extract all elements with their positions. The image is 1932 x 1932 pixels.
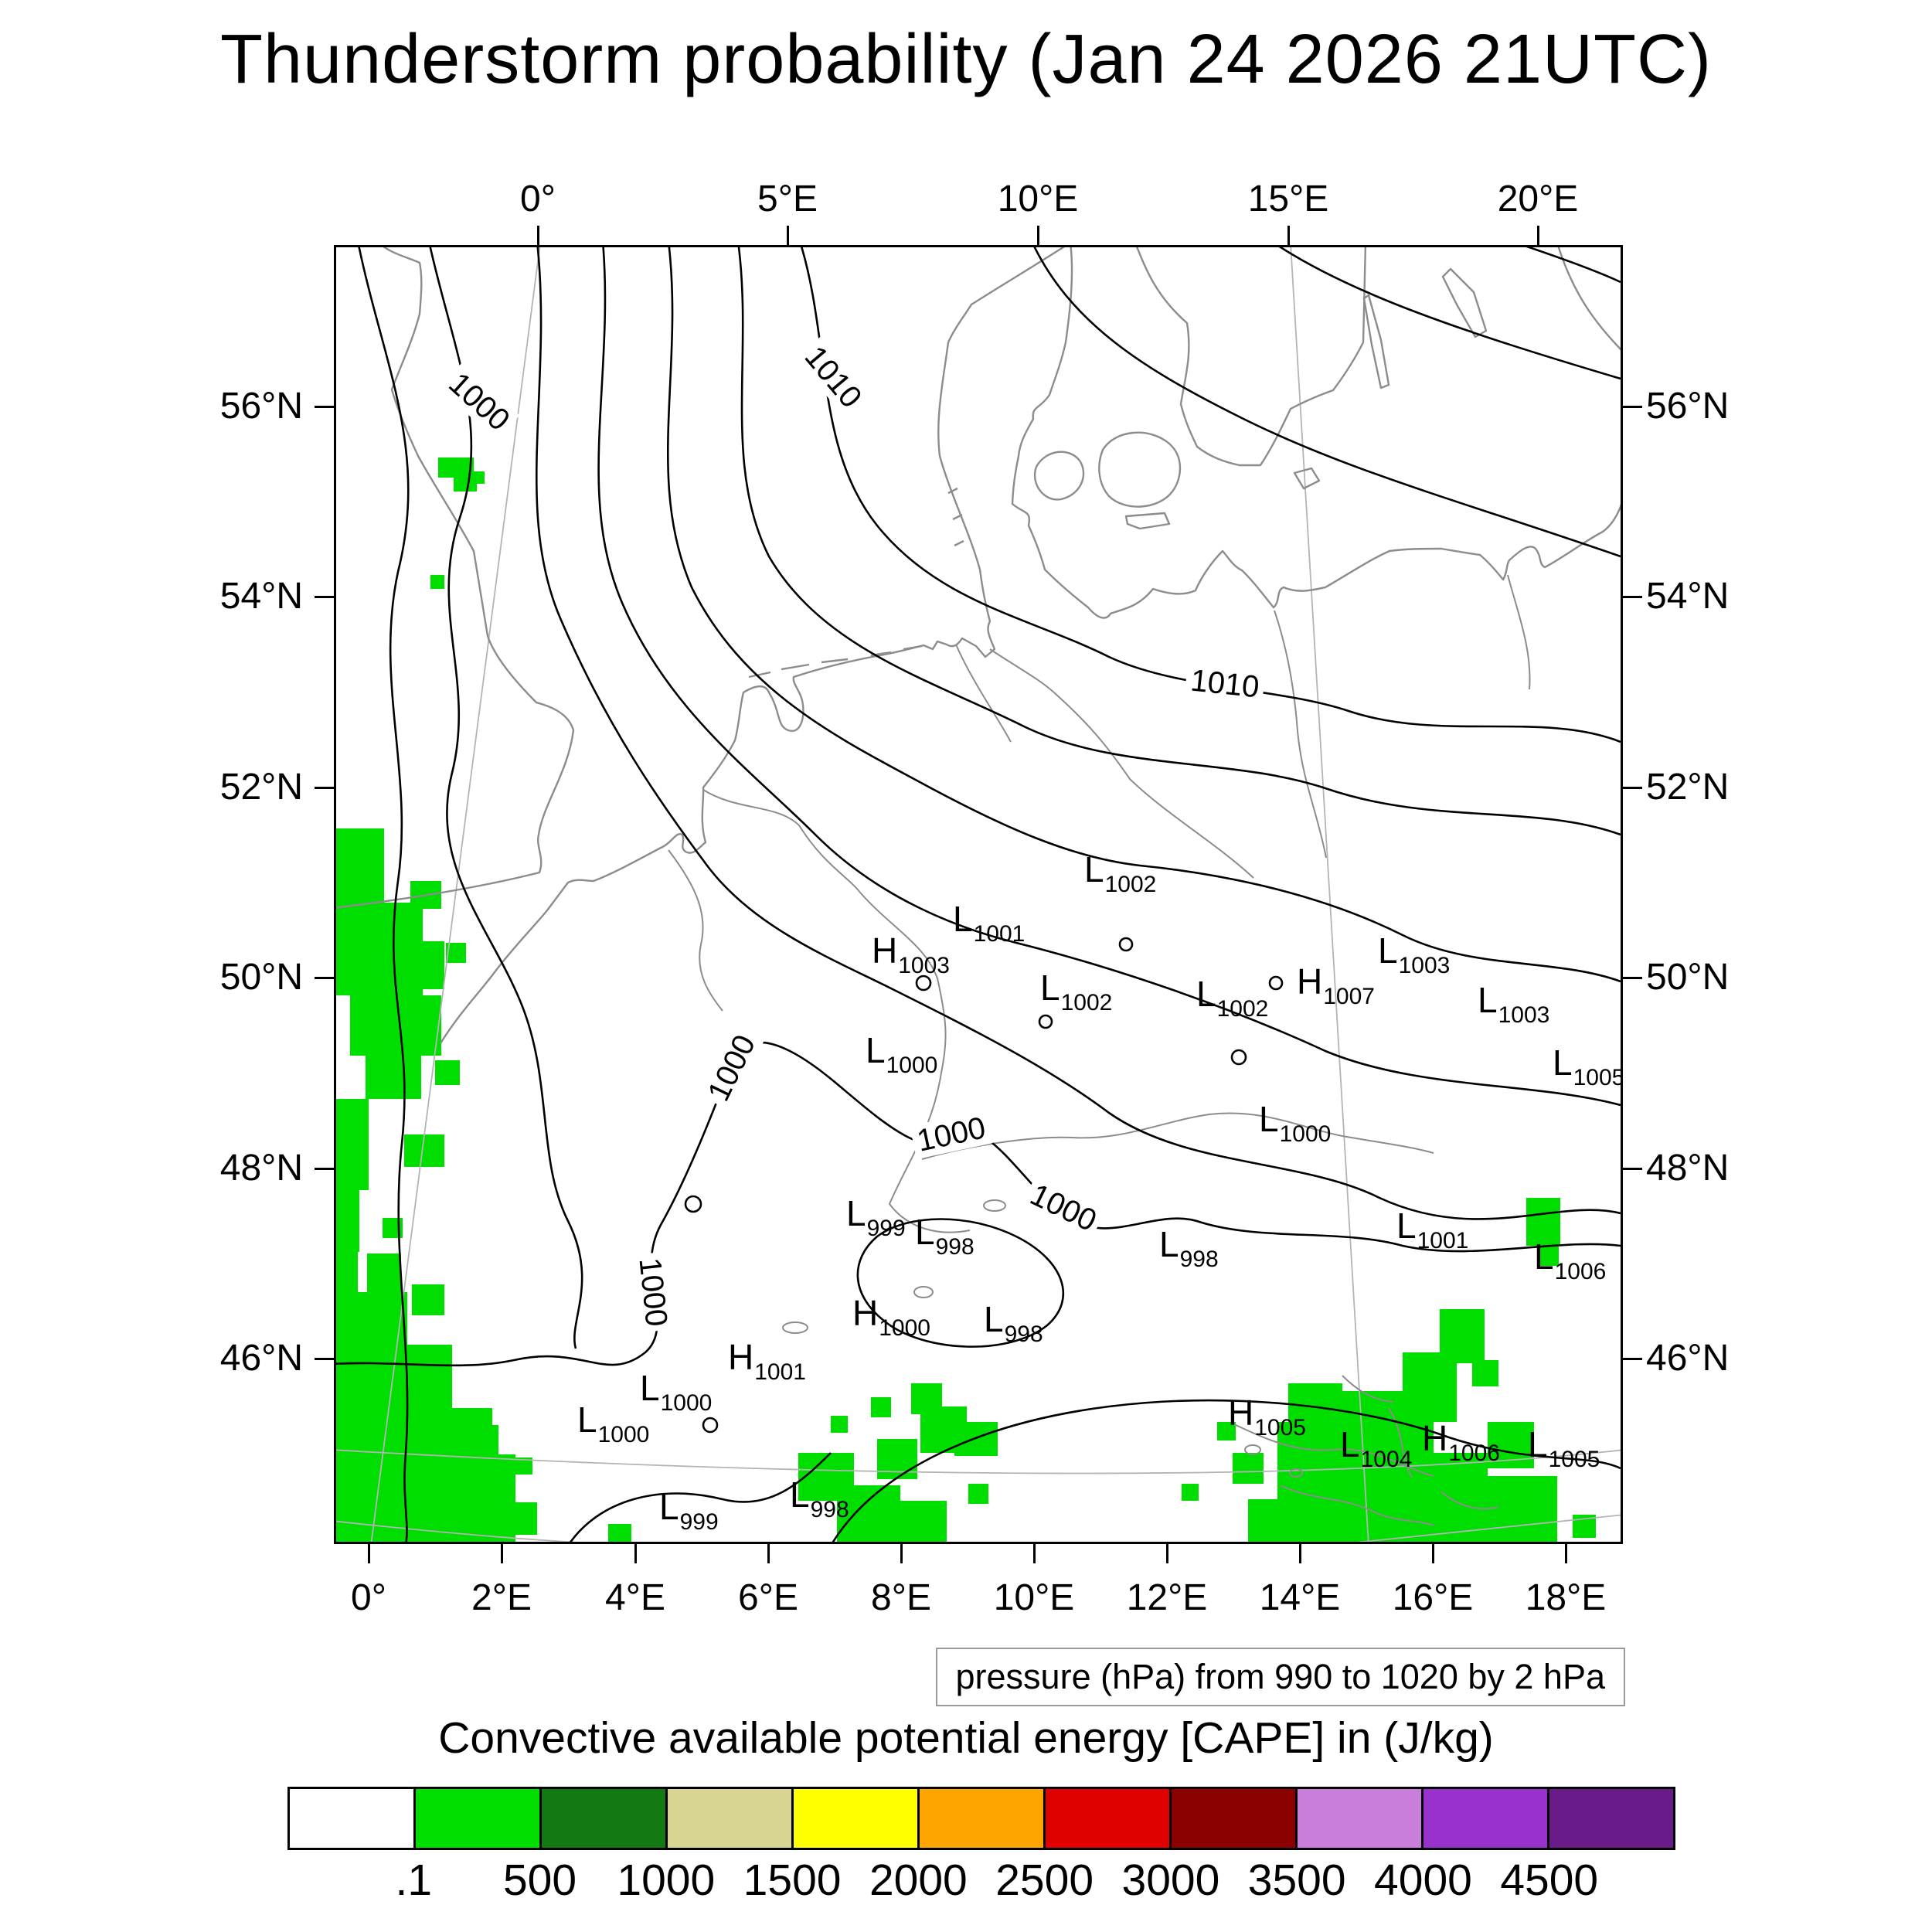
lon-label-top: 15°E — [1247, 179, 1329, 219]
lat-label-left: 50°N — [219, 957, 303, 998]
axis-tick — [1623, 406, 1642, 408]
lon-label-bottom: 16°E — [1392, 1577, 1474, 1618]
axis-tick — [315, 977, 334, 979]
lon-label-top: 0° — [520, 179, 556, 219]
graticule — [336, 247, 1621, 1542]
colorbar-cell — [1423, 1789, 1549, 1848]
lon-label-bottom: 18°E — [1525, 1577, 1607, 1618]
axis-tick — [1623, 787, 1642, 789]
colorbar-cell — [1298, 1789, 1423, 1848]
map-frame: 1000 1010 1010 1000 1000 1000 1000 L1002 L1001 H… — [334, 245, 1623, 1544]
colorbar-labels: .1 500 1000 1500 2000 2500 3000 3500 4000 4500 — [287, 1855, 1675, 1909]
axis-tick — [1037, 226, 1039, 245]
lon-label-bottom: 8°E — [871, 1577, 931, 1618]
axis-tick — [315, 787, 334, 789]
colorbar-tick-label: 4500 — [1500, 1855, 1599, 1905]
axis-tick — [1565, 1544, 1567, 1563]
axis-tick — [315, 1358, 334, 1360]
lat-label-right: 54°N — [1646, 576, 1730, 617]
lon-label-top: 10°E — [997, 179, 1079, 219]
colorbar-tick-label: 1500 — [743, 1855, 842, 1905]
colorbar-cell — [794, 1789, 920, 1848]
colorbar-cell — [290, 1789, 416, 1848]
lon-label-bottom: 14°E — [1259, 1577, 1341, 1618]
colorbar-tick-label: 4000 — [1374, 1855, 1472, 1905]
axis-tick — [1537, 226, 1539, 245]
axis-tick — [1623, 977, 1642, 979]
lon-label-bottom: 2°E — [471, 1577, 532, 1618]
lat-label-left: 48°N — [219, 1148, 303, 1189]
cape-shading — [336, 457, 1596, 1542]
colorbar — [287, 1787, 1675, 1850]
colorbar-tick-label: .1 — [395, 1855, 433, 1905]
colorbar-cell — [1549, 1789, 1673, 1848]
lon-label-bottom: 10°E — [993, 1577, 1075, 1618]
axis-tick — [1166, 1544, 1168, 1563]
lat-label-left: 46°N — [219, 1338, 303, 1379]
lat-label-left: 52°N — [219, 767, 303, 808]
colorbar-tick-label: 3000 — [1121, 1855, 1220, 1905]
axis-tick — [1299, 1544, 1301, 1563]
lon-label-top: 20°E — [1497, 179, 1579, 219]
lon-label-top: 5°E — [757, 179, 818, 219]
lon-label-bottom: 6°E — [738, 1577, 798, 1618]
colorbar-tick-label: 2000 — [869, 1855, 968, 1905]
lat-label-left: 54°N — [219, 576, 303, 617]
colorbar-cell — [668, 1789, 794, 1848]
axis-tick — [767, 1544, 770, 1563]
axis-tick — [368, 1544, 370, 1563]
contour-range-caption: pressure (hPa) from 990 to 1020 by 2 hPa — [935, 1648, 1625, 1706]
lat-label-left: 56°N — [219, 386, 303, 427]
coastlines — [336, 247, 1621, 1526]
colorbar-tick-label: 2500 — [995, 1855, 1094, 1905]
axis-tick — [315, 406, 334, 408]
weather-map — [336, 247, 1621, 1542]
axis-tick — [1432, 1544, 1434, 1563]
axis-tick — [501, 1544, 503, 1563]
colorbar-cell — [1046, 1789, 1172, 1848]
lat-label-right: 50°N — [1646, 957, 1730, 998]
lat-label-right: 52°N — [1646, 767, 1730, 808]
colorbar-tick-label: 3500 — [1247, 1855, 1346, 1905]
colorbar-cell — [1172, 1789, 1298, 1848]
axis-tick — [1623, 596, 1642, 598]
lon-label-bottom: 12°E — [1126, 1577, 1208, 1618]
colorbar-cell — [920, 1789, 1046, 1848]
lat-label-right: 56°N — [1646, 386, 1730, 427]
colorbar-title: Convective available potential energy [C… — [438, 1713, 1494, 1763]
axis-tick — [1033, 1544, 1036, 1563]
colorbar-tick-label: 500 — [502, 1855, 577, 1905]
pressure-contours — [336, 247, 1621, 1542]
axis-tick — [900, 1544, 903, 1563]
axis-tick — [1287, 226, 1290, 245]
axis-tick — [1623, 1358, 1642, 1360]
axis-tick — [315, 1168, 334, 1170]
colorbar-cell — [416, 1789, 542, 1848]
lat-label-right: 46°N — [1646, 1338, 1730, 1379]
axis-tick — [537, 226, 539, 245]
colorbar-cell — [542, 1789, 668, 1848]
lon-label-bottom: 0° — [351, 1577, 386, 1618]
axis-tick — [634, 1544, 637, 1563]
lat-label-right: 48°N — [1646, 1148, 1730, 1189]
colorbar-tick-label: 1000 — [617, 1855, 716, 1905]
axis-tick — [315, 596, 334, 598]
axis-tick — [1623, 1168, 1642, 1170]
lon-label-bottom: 4°E — [605, 1577, 665, 1618]
page-title: Thunderstorm probability (Jan 24 2026 21… — [220, 21, 1712, 98]
axis-tick — [787, 226, 789, 245]
